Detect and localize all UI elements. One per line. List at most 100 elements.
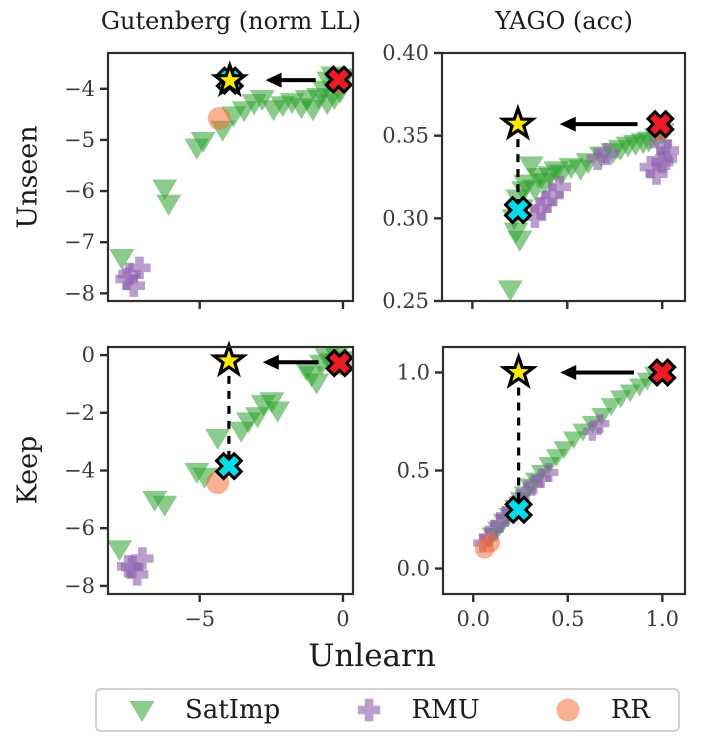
satimp-point [314, 94, 340, 116]
star-marker [210, 60, 250, 98]
red-x-marker [324, 65, 354, 95]
legend: SatImp RMU RR [95, 688, 680, 732]
title-gutenberg: Gutenberg (norm LL) [100, 7, 362, 35]
satimp-point [190, 132, 216, 153]
satimp-point [518, 156, 544, 178]
star-marker [209, 340, 249, 378]
rmu-point [516, 482, 536, 502]
satimp-point [304, 373, 330, 395]
y-tick-label: −6 [64, 516, 95, 540]
rmu-point [122, 274, 145, 297]
improvement-arrow-head [560, 364, 577, 380]
plot-border [441, 345, 687, 596]
plot-yago-keep: 1.0 0.5 0.0 0.0 0.5 1.0 [397, 345, 687, 631]
rr-point [207, 107, 231, 130]
improvement-arrow-head [265, 72, 282, 88]
satimp-point [562, 431, 585, 450]
y-tick-label: −4 [64, 459, 95, 483]
plot-gutenberg-keep: 0 −2 −4 −6 −8 −5 0 [64, 340, 355, 631]
rmu-point [484, 519, 504, 539]
rr-point [480, 533, 501, 553]
rmu-point [531, 468, 551, 488]
y-tick-label: 0.5 [397, 459, 430, 483]
rr-legend-marker [556, 698, 580, 722]
star-marker [498, 103, 538, 141]
y-tick-label: −4 [64, 77, 95, 101]
rmu-point [645, 162, 668, 185]
y-tick-label: 0 [82, 343, 95, 367]
satimp-point [152, 495, 178, 517]
title-yago: YAGO (acc) [495, 7, 633, 35]
x-tick-label: −5 [184, 607, 215, 631]
rmu-plus-icon [357, 698, 380, 722]
y-tick-label: 1.0 [397, 360, 430, 384]
cyan-x-marker [503, 195, 533, 225]
satimp-point [156, 194, 182, 216]
x-tick-label: 0.5 [551, 607, 584, 631]
y-tick-label: 0.30 [382, 206, 429, 230]
satimp-point [205, 428, 231, 450]
satimp-point [497, 280, 523, 301]
plot-border [106, 51, 355, 303]
rmu-point [128, 256, 151, 279]
y-tick-label: 0.35 [382, 124, 429, 148]
satimp-point [108, 540, 132, 562]
y-tick-label: −7 [64, 230, 95, 254]
rmu-point [596, 142, 619, 166]
rmu-point [639, 155, 662, 179]
plot-border [440, 51, 687, 303]
satimp-point [507, 230, 533, 252]
rmu-point [490, 513, 510, 533]
satimp-point [192, 467, 218, 489]
rmu-point [590, 413, 610, 434]
red-x-marker [645, 109, 675, 139]
plot-border [106, 345, 355, 596]
rmu-point [535, 190, 558, 213]
rmu-point [131, 547, 154, 570]
markers-gutenberg-unseen [109, 66, 353, 297]
rmu-point [540, 184, 564, 207]
xlabel-unlearn: Unlearn [308, 638, 436, 674]
x-tick-label: 0 [336, 607, 349, 631]
satimp-triangle-icon [129, 701, 155, 722]
star-marker [499, 352, 538, 389]
legend-item-rr: RR [551, 695, 650, 725]
rmu-point [539, 462, 559, 483]
y-tick-label: −8 [64, 574, 95, 598]
red-x-marker [325, 348, 355, 378]
rmu-point [649, 132, 672, 156]
plot-yago-unseen: 0.40 0.35 0.30 0.25 [382, 41, 687, 313]
legend-item-rmu: RMU [352, 695, 480, 725]
rmu-point [548, 175, 571, 199]
cyan-x-marker [504, 495, 534, 525]
improvement-arrow-head [262, 354, 279, 370]
satimp-point [553, 441, 575, 460]
y-tick-label: −6 [64, 179, 95, 203]
rmu-point [524, 474, 544, 494]
legend-label-satimp: SatImp [185, 695, 281, 725]
rmu-point [116, 555, 140, 578]
satimp-legend-marker [129, 701, 155, 722]
satimp-point [109, 249, 135, 270]
y-tick-label: 0.40 [382, 41, 429, 65]
improvement-arrow-head [559, 116, 576, 132]
y-tick-label: 0.0 [397, 557, 430, 581]
rr-circle-icon [556, 698, 580, 722]
cyan-x-marker [214, 451, 244, 481]
rmu-point [582, 421, 602, 441]
rmu-point [115, 267, 138, 291]
legend-label-rmu: RMU [411, 695, 480, 725]
rmu-point [586, 147, 609, 170]
y-tick-label: −2 [64, 401, 95, 425]
rmu-point [654, 147, 678, 170]
satimp-point [265, 401, 291, 423]
satimp-point [152, 179, 178, 201]
satimp-point [600, 398, 622, 416]
ylabel-keep: Keep [12, 435, 44, 505]
legend-item-satimp: SatImp [125, 695, 280, 725]
rmu-point [529, 197, 552, 220]
y-tick-label: −8 [64, 281, 95, 305]
y-tick-label: −5 [64, 128, 95, 152]
